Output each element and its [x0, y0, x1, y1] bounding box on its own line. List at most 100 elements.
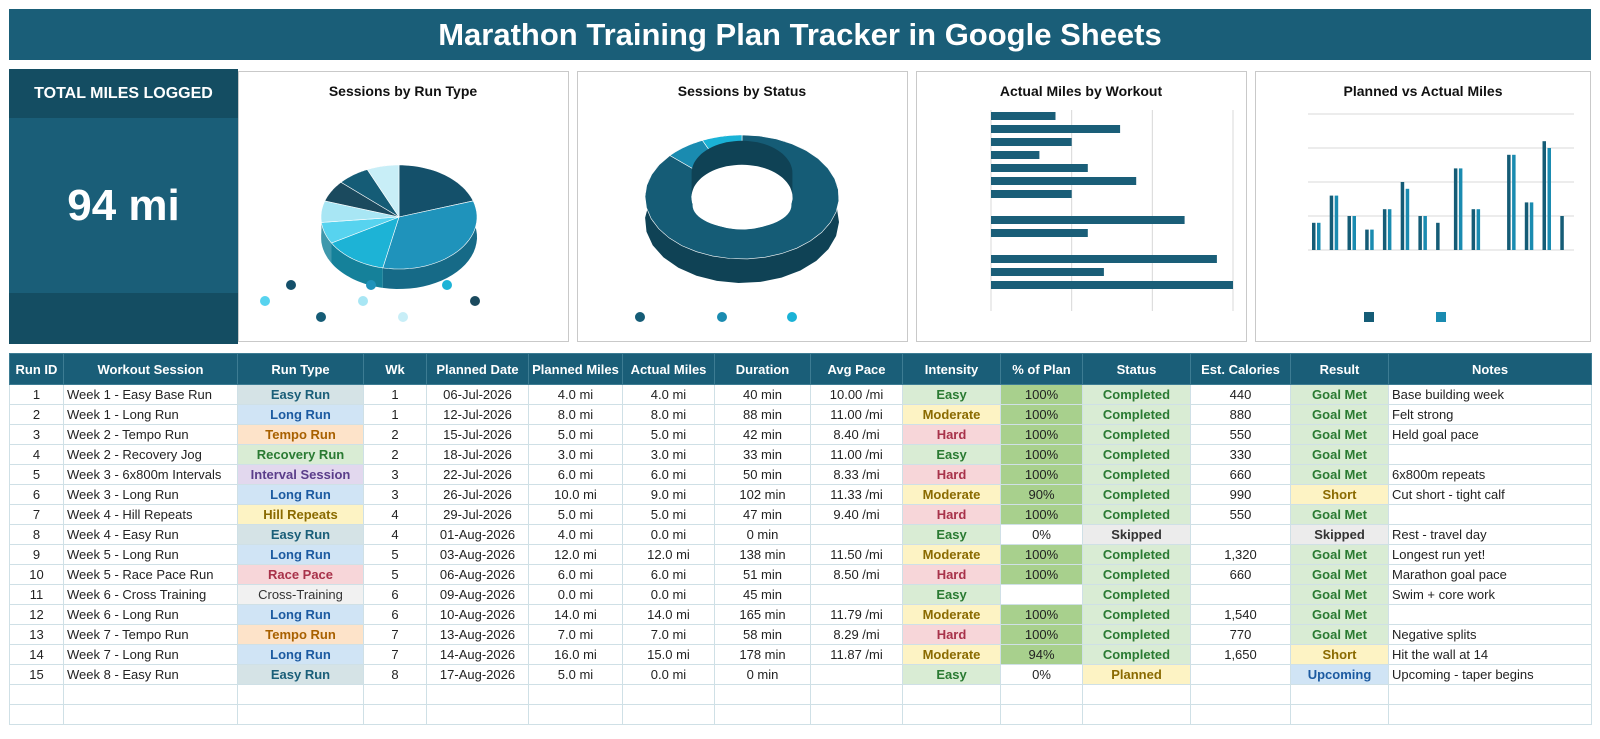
table-cell[interactable]: Long Run	[237, 644, 364, 665]
column-header[interactable]: Duration	[714, 353, 811, 385]
table-cell[interactable]: 5	[363, 564, 427, 585]
table-row[interactable]: 8 Week 4 - Easy Run Easy Run 4 01-Aug-2026 4.…	[9, 524, 1592, 545]
table-row[interactable]: 12 Week 6 - Long Run Long Run 6 10-Aug-2026 1…	[9, 604, 1592, 625]
table-cell[interactable]	[1082, 704, 1191, 725]
table-cell[interactable]: Interval Session	[237, 464, 364, 485]
table-cell[interactable]: 6	[363, 604, 427, 625]
table-cell[interactable]	[1190, 524, 1291, 545]
table-cell[interactable]: 26-Jul-2026	[426, 484, 529, 505]
table-cell[interactable]: 6.0 mi	[622, 464, 715, 485]
table-cell[interactable]: 12-Jul-2026	[426, 404, 529, 425]
table-cell[interactable]: 11.79 /mi	[810, 604, 903, 625]
table-cell[interactable]	[1388, 504, 1592, 525]
table-cell[interactable]: 42 min	[714, 424, 811, 445]
table-row[interactable]: 3 Week 2 - Tempo Run Tempo Run 2 15-Jul-2026…	[9, 424, 1592, 445]
table-cell[interactable]: 4.0 mi	[528, 384, 623, 405]
table-row[interactable]: 4 Week 2 - Recovery Jog Recovery Run 2 18-Ju…	[9, 444, 1592, 465]
column-header[interactable]: Planned Date	[426, 353, 529, 385]
table-cell[interactable]: Short	[1290, 644, 1389, 665]
table-cell[interactable]: Rest - travel day	[1388, 524, 1592, 545]
table-cell[interactable]: 06-Jul-2026	[426, 384, 529, 405]
table-cell[interactable]: 8.29 /mi	[810, 624, 903, 645]
table-cell[interactable]: 6	[9, 484, 64, 505]
table-cell[interactable]: 440	[1190, 384, 1291, 405]
table-cell[interactable]: 7	[363, 644, 427, 665]
table-cell[interactable]: 58 min	[714, 624, 811, 645]
table-cell[interactable]: Week 6 - Cross Training	[63, 584, 238, 605]
table-cell[interactable]: 3	[9, 424, 64, 445]
table-cell[interactable]: Week 1 - Easy Base Run	[63, 384, 238, 405]
table-cell[interactable]	[63, 704, 238, 725]
table-cell[interactable]	[1290, 704, 1389, 725]
table-cell[interactable]	[237, 684, 364, 705]
table-cell[interactable]: Goal Met	[1290, 604, 1389, 625]
table-cell[interactable]	[810, 684, 903, 705]
table-cell[interactable]: 6x800m repeats	[1388, 464, 1592, 485]
column-header[interactable]: Notes	[1388, 353, 1592, 385]
table-cell[interactable]: 50 min	[714, 464, 811, 485]
table-cell[interactable]: 5	[363, 544, 427, 565]
table-cell[interactable]: 11.00 /mi	[810, 404, 903, 425]
table-cell[interactable]: Week 6 - Long Run	[63, 604, 238, 625]
table-cell[interactable]: Longest run yet!	[1388, 544, 1592, 565]
table-cell[interactable]: Tempo Run	[237, 424, 364, 445]
chart-sessions-by-status[interactable]: Sessions by Status	[577, 71, 908, 342]
table-cell[interactable]: 6.0 mi	[528, 564, 623, 585]
table-cell[interactable]: Hill Repeats	[237, 504, 364, 525]
table-cell[interactable]: 14-Aug-2026	[426, 644, 529, 665]
table-cell[interactable]: 2	[363, 424, 427, 445]
table-cell[interactable]: Long Run	[237, 544, 364, 565]
table-cell[interactable]: Recovery Run	[237, 444, 364, 465]
table-cell[interactable]: 8.0 mi	[528, 404, 623, 425]
table-cell[interactable]	[1000, 704, 1083, 725]
table-cell[interactable]: Moderate	[902, 544, 1001, 565]
table-cell[interactable]	[714, 684, 811, 705]
table-cell[interactable]: 770	[1190, 624, 1291, 645]
table-cell[interactable]: Completed	[1082, 424, 1191, 445]
table-cell[interactable]: Week 7 - Tempo Run	[63, 624, 238, 645]
table-cell[interactable]: 102 min	[714, 484, 811, 505]
table-cell[interactable]: 12.0 mi	[622, 544, 715, 565]
table-cell[interactable]	[714, 704, 811, 725]
table-cell[interactable]	[1388, 704, 1592, 725]
table-cell[interactable]: 9.0 mi	[622, 484, 715, 505]
table-cell[interactable]: 40 min	[714, 384, 811, 405]
table-row[interactable]: 15 Week 8 - Easy Run Easy Run 8 17-Aug-2026 5…	[9, 664, 1592, 685]
column-header[interactable]: Avg Pace	[810, 353, 903, 385]
table-cell[interactable]: 550	[1190, 504, 1291, 525]
table-cell[interactable]: Easy	[902, 584, 1001, 605]
table-cell[interactable]: 165 min	[714, 604, 811, 625]
table-cell[interactable]: 6	[363, 584, 427, 605]
table-cell[interactable]: 10.00 /mi	[810, 384, 903, 405]
table-cell[interactable]: Completed	[1082, 464, 1191, 485]
table-cell[interactable]: 0.0 mi	[622, 664, 715, 685]
table-cell[interactable]: 100%	[1000, 544, 1083, 565]
table-cell[interactable]: 9	[9, 544, 64, 565]
table-cell[interactable]: 4.0 mi	[528, 524, 623, 545]
table-cell[interactable]: 90%	[1000, 484, 1083, 505]
table-cell[interactable]: 1	[363, 384, 427, 405]
table-cell[interactable]: 5.0 mi	[622, 424, 715, 445]
table-cell[interactable]: 18-Jul-2026	[426, 444, 529, 465]
table-cell[interactable]: 0.0 mi	[622, 524, 715, 545]
table-cell[interactable]: 3.0 mi	[528, 444, 623, 465]
table-cell[interactable]: Moderate	[902, 644, 1001, 665]
table-cell[interactable]: 11.87 /mi	[810, 644, 903, 665]
table-cell[interactable]: 8	[363, 664, 427, 685]
table-cell[interactable]	[528, 704, 623, 725]
table-cell[interactable]	[237, 704, 364, 725]
table-cell[interactable]: 9.40 /mi	[810, 504, 903, 525]
table-cell[interactable]: Goal Met	[1290, 444, 1389, 465]
table-cell[interactable]: Felt strong	[1388, 404, 1592, 425]
column-header[interactable]: Actual Miles	[622, 353, 715, 385]
table-cell[interactable]: 33 min	[714, 444, 811, 465]
table-cell[interactable]: 29-Jul-2026	[426, 504, 529, 525]
table-cell[interactable]	[810, 524, 903, 545]
table-row[interactable]: 11 Week 6 - Cross Training Cross-Training 6…	[9, 584, 1592, 605]
table-cell[interactable]: Completed	[1082, 444, 1191, 465]
table-cell[interactable]: 178 min	[714, 644, 811, 665]
table-cell[interactable]: 1	[363, 404, 427, 425]
table-cell[interactable]: 14	[9, 644, 64, 665]
table-cell[interactable]: 0.0 mi	[528, 584, 623, 605]
table-cell[interactable]	[426, 704, 529, 725]
